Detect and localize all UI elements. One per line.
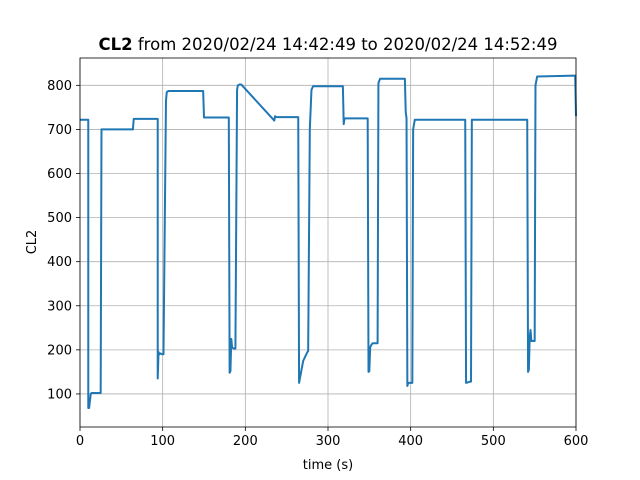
x-tick-label: 600 bbox=[564, 434, 589, 449]
chart-title-bold: CL2 bbox=[99, 35, 133, 54]
x-axis-label: time (s) bbox=[303, 458, 353, 473]
x-tick-label: 100 bbox=[150, 434, 175, 449]
x-tick-label: 200 bbox=[233, 434, 258, 449]
y-tick-label: 100 bbox=[47, 387, 72, 402]
x-tick-label: 300 bbox=[316, 434, 341, 449]
ticks: 0 100 200 300 400 500 600 100 200 300 400 500 600 700… bbox=[47, 79, 588, 449]
y-tick-label: 800 bbox=[47, 79, 72, 94]
chart-title-rest: from 2020/02/24 14:42:49 to 2020/02/24 1… bbox=[133, 35, 558, 54]
x-tick-label: 400 bbox=[398, 434, 423, 449]
y-tick-label: 700 bbox=[47, 123, 72, 138]
y-tick-label: 200 bbox=[47, 343, 72, 358]
y-tick-label: 500 bbox=[47, 211, 72, 226]
y-tick-label: 600 bbox=[47, 167, 72, 182]
y-tick-label: 400 bbox=[47, 255, 72, 270]
x-tick-label: 0 bbox=[76, 434, 84, 449]
y-axis-label: CL2 bbox=[25, 230, 40, 255]
y-tick-label: 300 bbox=[47, 299, 72, 314]
series bbox=[80, 74, 577, 410]
chart-title: CL2 from 2020/02/24 14:42:49 to 2020/02/… bbox=[99, 35, 558, 54]
series-line-0 bbox=[80, 74, 577, 410]
x-tick-label: 500 bbox=[481, 434, 506, 449]
